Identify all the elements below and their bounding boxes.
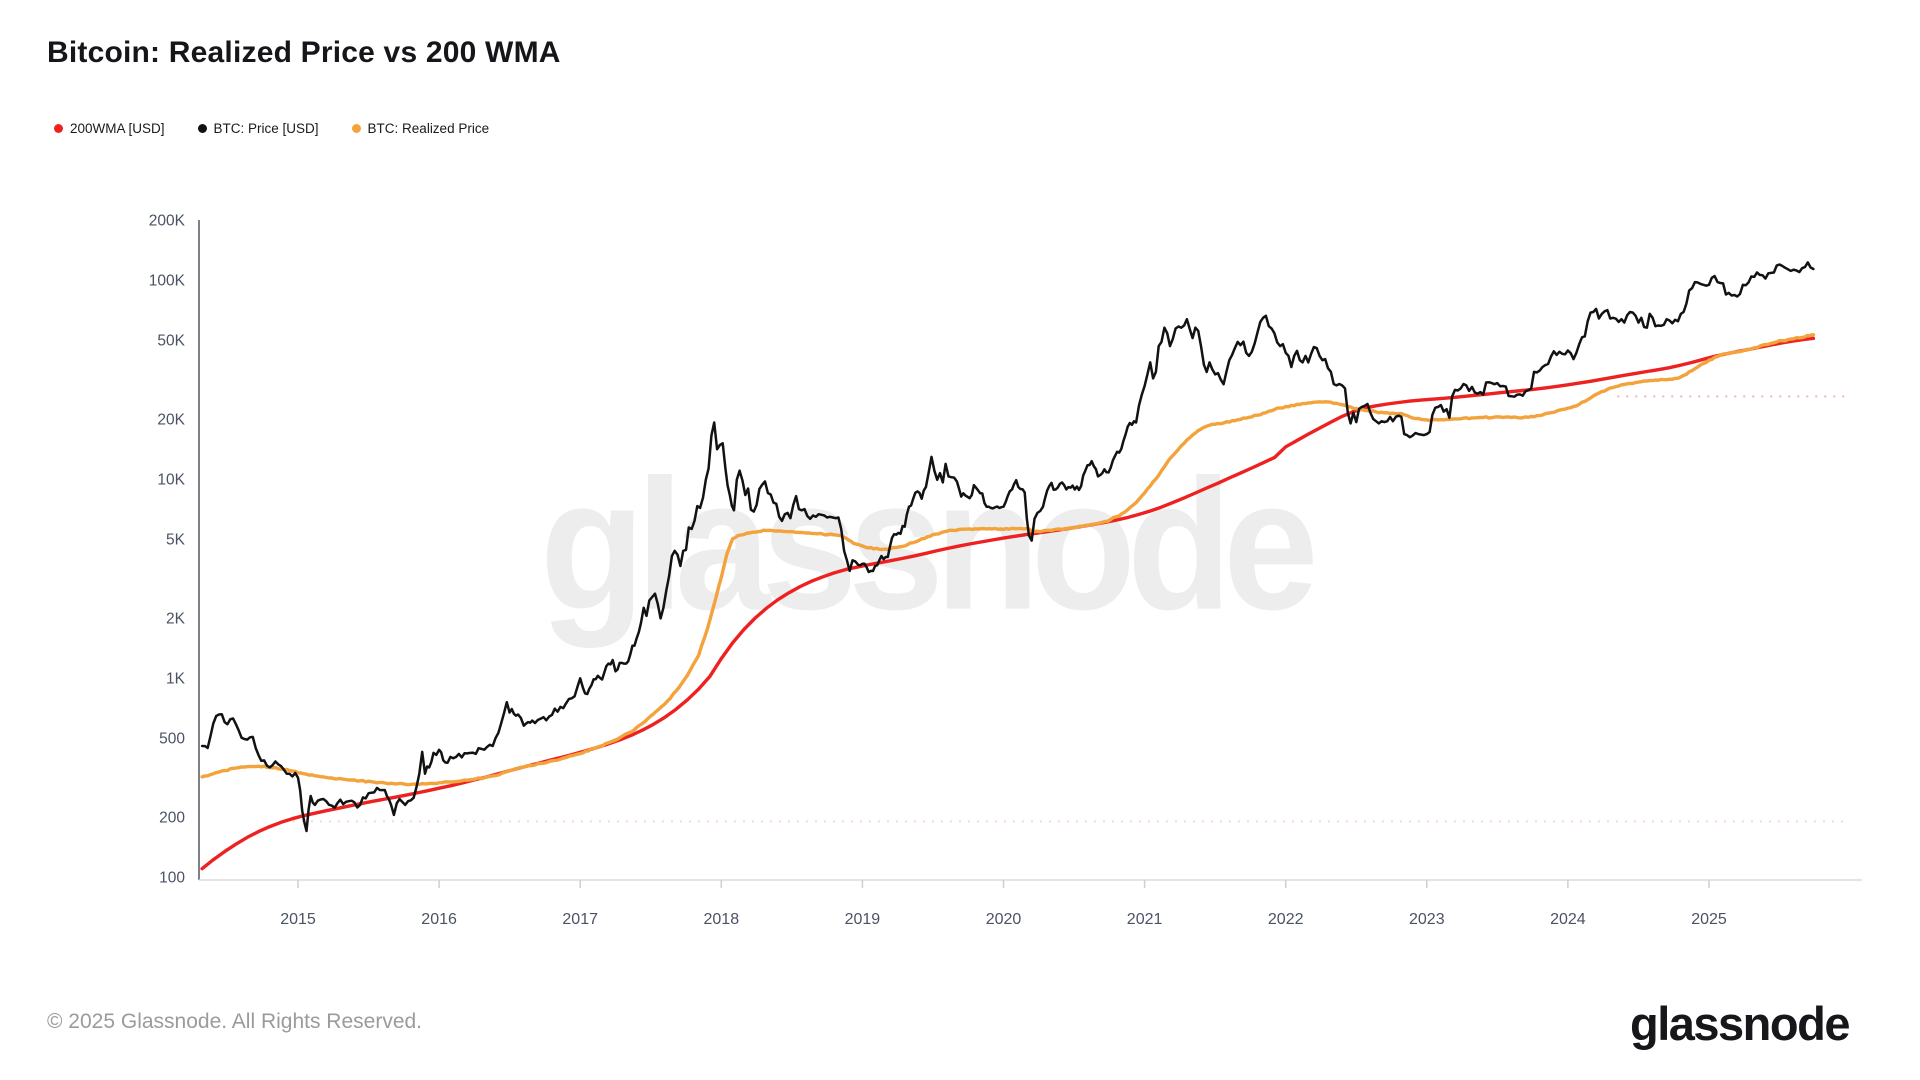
- legend-label-realized-price: BTC: Realized Price: [367, 121, 490, 136]
- x-tick-label: 2018: [704, 911, 740, 928]
- x-tick-label: 2017: [562, 911, 598, 928]
- x-tick-label: 2025: [1691, 911, 1727, 928]
- legend-item-btc-price[interactable]: BTC: Price [USD]: [197, 121, 319, 136]
- y-tick-label: 100K: [149, 272, 186, 289]
- series-line-btc-price-usd[interactable]: [200, 261, 1815, 833]
- y-tick-label: 50K: [157, 332, 185, 349]
- y-tick-label: 200K: [149, 213, 186, 230]
- copyright-text: © 2025 Glassnode. All Rights Reserved.: [47, 1010, 423, 1033]
- x-tick-label: 2019: [845, 911, 881, 928]
- x-tick-label: 2015: [280, 911, 316, 928]
- x-tick-label: 2021: [1127, 911, 1163, 928]
- glassnode-logo: glassnode: [1630, 997, 1850, 1050]
- x-tick-label: 2022: [1268, 911, 1304, 928]
- page-title: Bitcoin: Realized Price vs 200 WMA: [47, 36, 561, 69]
- legend-label-200wma: 200WMA [USD]: [70, 121, 165, 136]
- glassnode-watermark: glassnode: [540, 441, 1319, 649]
- x-tick-label: 2024: [1550, 911, 1586, 928]
- legend-dot-realized-price-icon: [351, 124, 361, 133]
- y-tick-label: 200: [159, 810, 185, 827]
- y-tick-label: 10K: [157, 471, 185, 488]
- series-line-200wma-usd[interactable]: [200, 336, 1816, 871]
- chart-legend: 200WMA [USD] BTC: Price [USD] BTC: Reali…: [54, 121, 489, 136]
- x-tick-label: 2016: [421, 911, 457, 928]
- y-tick-label: 1K: [166, 670, 186, 687]
- legend-dot-btc-price-icon: [197, 124, 207, 133]
- y-tick-label: 500: [159, 730, 185, 747]
- legend-label-btc-price: BTC: Price [USD]: [213, 121, 319, 136]
- y-tick-label: 2K: [166, 611, 186, 628]
- x-tick-label: 2020: [986, 911, 1022, 928]
- y-tick-label: 5K: [166, 531, 186, 548]
- y-tick-label: 20K: [157, 412, 185, 429]
- y-tick-label: 100: [159, 869, 185, 886]
- legend-dot-200wma-icon: [54, 124, 63, 133]
- legend-item-200wma[interactable]: 200WMA [USD]: [54, 121, 165, 136]
- series-line-btc-realized-price[interactable]: [200, 333, 1816, 787]
- x-tick-label: 2023: [1409, 911, 1445, 928]
- legend-item-realized-price[interactable]: BTC: Realized Price: [351, 121, 490, 136]
